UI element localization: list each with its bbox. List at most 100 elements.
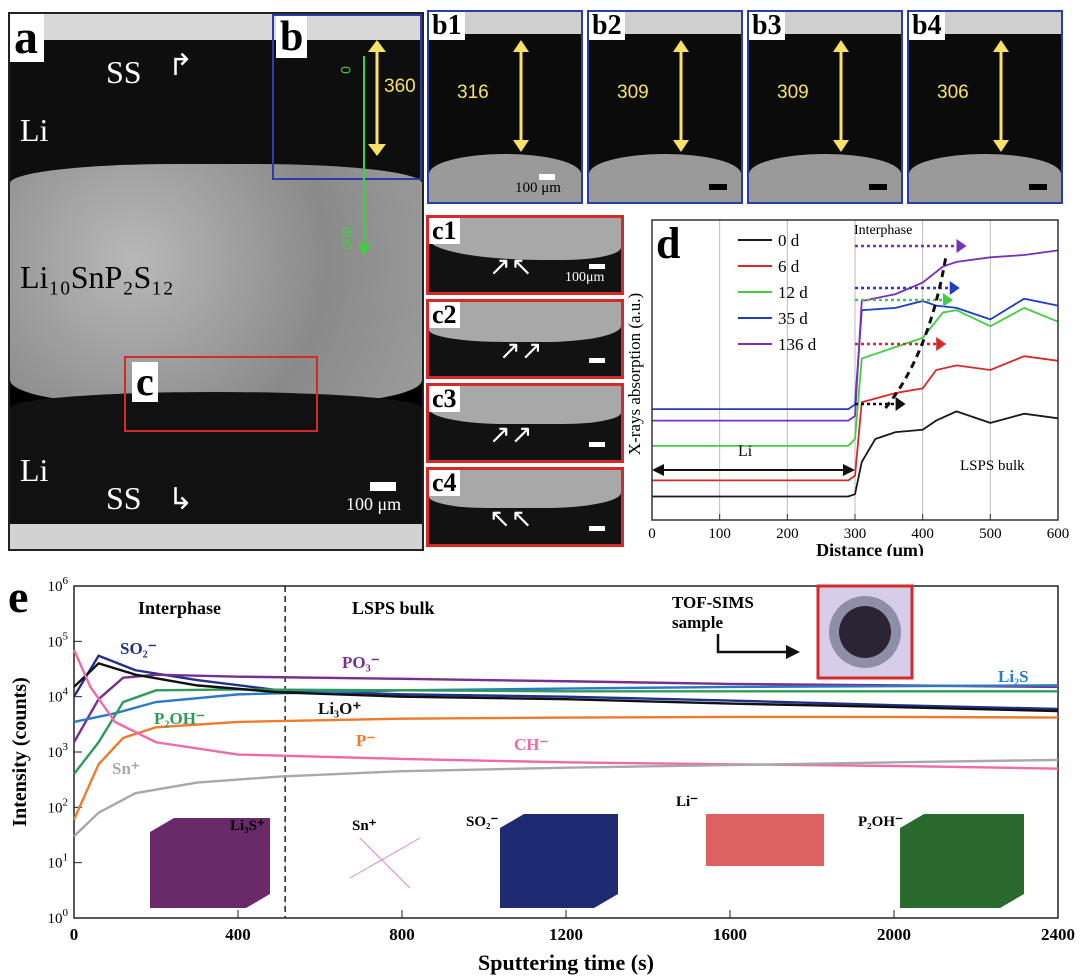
tomo-top-layer	[429, 12, 581, 34]
tofsims-map-label: P₂OH⁻	[858, 814, 903, 830]
tofsims-arrowhead	[786, 645, 800, 659]
ss-bottom-label: SS	[106, 480, 142, 516]
chart-d-interphase-label: Interphase	[854, 223, 912, 238]
chart-d-legend-label: 12 d	[778, 283, 808, 302]
lsps-region	[429, 386, 621, 424]
tofsims-map-label: Sn⁺	[352, 818, 377, 834]
ss-bottom-layer	[10, 524, 422, 549]
scale-label: 100 μm	[515, 180, 561, 196]
chart-d-li-arrowhead	[652, 464, 664, 476]
chart-d-xtick-label: 100	[708, 526, 731, 542]
interface-arrows-icon: ↗↖	[489, 252, 533, 281]
interface-arrows-icon: ↗↗	[489, 420, 533, 449]
tomo-top-layer	[749, 12, 901, 34]
thickness-value: 309	[777, 82, 809, 103]
thickness-arrow	[673, 40, 689, 152]
chart-d-series-line	[652, 306, 1059, 447]
panel-c-item-letter: c1	[429, 218, 460, 244]
panel-b-item: b2 309	[587, 10, 743, 204]
chart-d-interphase-marker	[949, 281, 960, 295]
panel-c-item-letter: c4	[429, 470, 460, 496]
li-top-label: Li	[20, 112, 49, 148]
panel-b-item-letter: b2	[589, 12, 625, 40]
chart-e-series-label: PO₃⁻	[342, 653, 380, 672]
panel-a-scale-label: 100 μm	[346, 494, 402, 514]
chart-d-xtick-label: 600	[1047, 526, 1070, 542]
panel-b-frame	[272, 14, 422, 180]
chart-e-series-line	[73, 688, 1058, 775]
thickness-value: 316	[457, 82, 489, 103]
panel-c-item-letter: c3	[429, 386, 460, 412]
scale-bar	[589, 358, 605, 363]
chart-d: d 0 100 200 300 400 500 600 0 d 6 d 12 d 35 d 136 …	[626, 219, 1070, 556]
chart-e-xlabel: Sputtering time (s)	[478, 950, 654, 975]
panel-a: a SS ↱ Li Li₁₀SnP₂S₁₂ Li SS ↳ 100 μm b 3…	[8, 12, 424, 551]
chart-e-ytick-label: 106	[48, 575, 69, 595]
panel-b-thickness-arrow	[368, 40, 386, 156]
tofsims-arrow	[716, 634, 790, 654]
panel-c-item-letter: c2	[429, 302, 460, 328]
chart-e-series-label: P⁻	[356, 731, 375, 750]
chart-d-xlabel: Distance (μm)	[816, 540, 924, 556]
chart-d-letter: d	[656, 219, 680, 268]
chart-e-xtick-label: 2000	[877, 925, 911, 944]
chart-e-xtick-label: 0	[70, 925, 79, 944]
chart-e-series-label: P₂OH⁻	[154, 709, 205, 728]
lsps-region	[429, 302, 621, 342]
panel-b-item: b4 306	[907, 10, 1063, 204]
panel-c-item: c3 ↗↗	[426, 383, 624, 463]
chart-e-ytick-exponent: 4	[63, 686, 69, 698]
tofsims-label: TOF-SIMS	[672, 593, 754, 612]
chart-e-ytick-base: 10	[48, 690, 63, 706]
lsps-region	[429, 218, 621, 260]
chart-e-series-line	[73, 758, 1059, 838]
chart-d-li-label: Li	[738, 443, 753, 460]
chart-e-ytick-label: 100	[48, 907, 69, 927]
chart-e-ytick-base: 10	[48, 856, 63, 872]
chart-e-series-line	[72, 673, 1059, 743]
chart-e-ytick-base: 10	[48, 634, 63, 650]
chart-d-li-arrowhead	[843, 464, 855, 476]
chart-d-interphase-marker	[895, 397, 906, 411]
tofsims-3d-map	[500, 814, 618, 908]
chart-d-series-line	[652, 410, 1059, 498]
panel-c-item: c2 ↗↗	[426, 299, 624, 379]
panel-c-frame	[124, 356, 318, 432]
panel-b-item: b3 309	[747, 10, 903, 204]
tomo-bottom-layer	[589, 154, 741, 202]
panel-b-thickness: 360	[384, 76, 416, 97]
tofsims-sample-spot	[839, 606, 891, 658]
chart-e-series-label: CH⁻	[514, 735, 549, 754]
chart-d-xtick-label: 400	[911, 526, 934, 542]
ss-top-arrow-icon: ↱	[168, 49, 194, 82]
ss-bottom-arrow-icon: ↳	[168, 483, 194, 516]
panel-a-letter: a	[10, 14, 44, 62]
chart-e-ytick-base: 10	[48, 579, 63, 595]
interface-arrows-icon: ↖↖	[489, 504, 533, 533]
panel-c-item: c4 ↖↖	[426, 467, 624, 547]
chart-d-ylabel: X-rays absorption (a.u.)	[626, 293, 644, 455]
chart-e-ytick-exponent: 2	[63, 796, 69, 808]
chart-e-series-label: Li₃O⁺	[318, 699, 361, 718]
green-depth-axis	[358, 56, 370, 256]
chart-e-ytick-base: 10	[48, 911, 63, 927]
chart-e-xtick-label: 800	[389, 925, 415, 944]
panel-b-item-letter: b1	[429, 12, 465, 40]
chart-e-ytick-label: 103	[48, 741, 69, 761]
chart-d-xtick-label: 200	[776, 526, 799, 542]
scale-bar	[1029, 184, 1047, 190]
chart-e-series-line	[72, 649, 1059, 770]
lsps-label: Li₁₀SnP₂S₁₂	[20, 259, 174, 295]
scale-bar	[589, 526, 605, 531]
chart-e-xtick-label: 1600	[713, 925, 747, 944]
tofsims-label: sample	[672, 613, 723, 632]
chart-d-legend-label: 0 d	[778, 231, 800, 250]
thickness-arrow	[513, 40, 529, 152]
interface-arrows-icon: ↗↗	[499, 336, 543, 365]
li-bottom-label: Li	[20, 452, 49, 488]
chart-e-ytick-exponent: 6	[63, 575, 69, 587]
ss-top-layer	[10, 14, 422, 40]
tomo-bottom-layer	[749, 154, 901, 202]
chart-d-interphase-marker	[936, 337, 947, 351]
chart-e-ytick-label: 104	[48, 686, 69, 706]
